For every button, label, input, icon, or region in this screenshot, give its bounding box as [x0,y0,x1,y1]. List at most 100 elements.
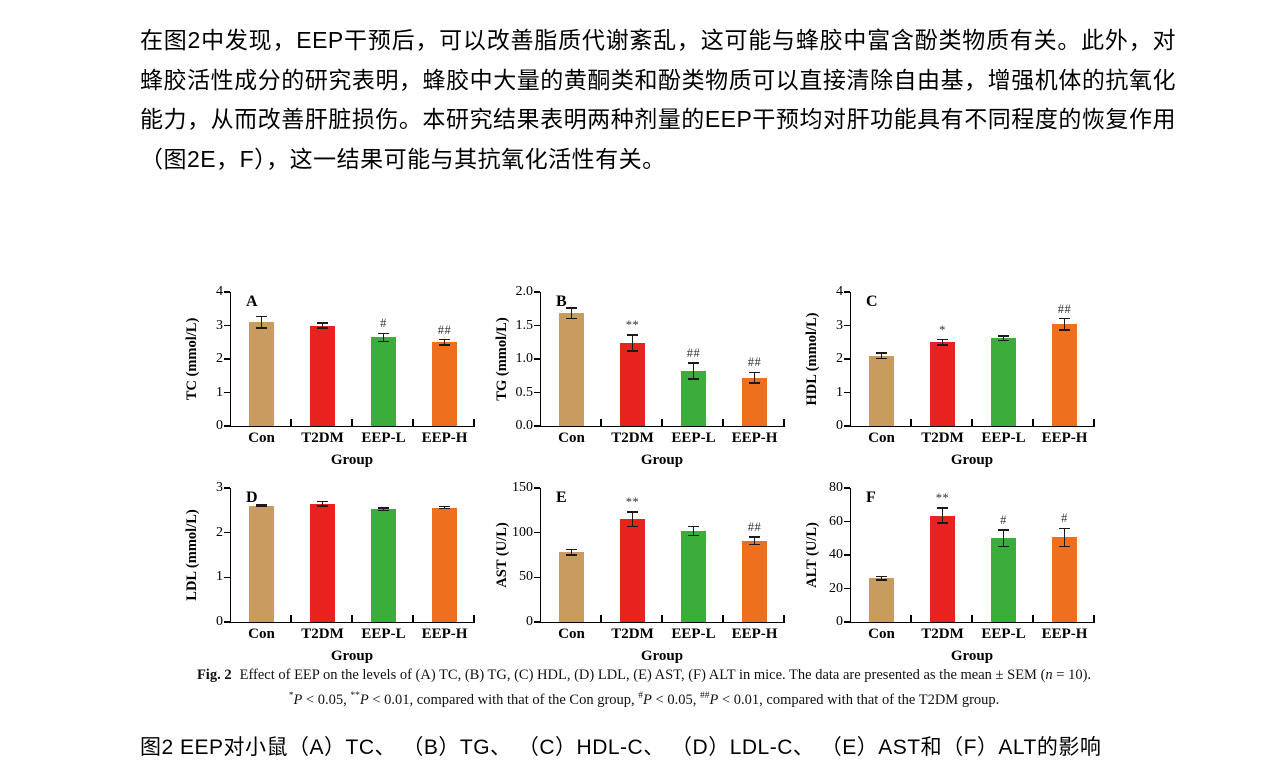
bar-t2dm [930,515,955,622]
y-tick-label: 3 [216,480,223,495]
bar-eep-l [371,337,396,426]
x-category-label: EEP-H [1041,626,1088,642]
error-bar-line [941,508,944,524]
caption-segment: P [293,691,303,708]
x-tick-mark [1093,419,1095,426]
x-tick-mark [290,615,292,622]
x-category-label: EEP-H [731,430,778,446]
panel-letter: A [246,293,258,310]
error-bar-cap-top [627,511,638,513]
significance-marker: ## [686,346,701,361]
y-tick-mark [844,587,850,590]
caption-segment: * [288,691,294,701]
caption-segment: < 0.05, [651,691,700,708]
caption-segment: ** [350,691,360,701]
bar-eep-h [432,342,457,426]
x-tick-mark [971,615,973,622]
error-bar-cap-bottom [749,543,760,545]
error-bar-cap-bottom [439,344,450,346]
x-tick-mark [1093,615,1095,622]
error-bar-line [941,339,944,345]
y-axis-title: LDL (mmol/L) [184,509,200,601]
y-tick-mark [844,487,850,489]
x-tick-mark [351,615,353,622]
x-category-label: T2DM [301,626,344,642]
x-tick-mark [971,419,973,426]
x-tick-mark [722,419,724,426]
error-bar-cap-bottom [1059,329,1070,331]
bar-eep-l [681,371,706,426]
error-bar-line [570,549,573,555]
x-axis-title: Group [330,648,374,664]
y-tick-label: 150 [512,480,533,495]
y-tick-label: 50 [519,569,533,585]
y-tick-label: 1 [216,384,223,400]
significance-marker: # [1000,512,1007,527]
y-tick-label: 0 [836,614,843,629]
bar-con [869,355,894,426]
x-category-label: EEP-L [361,430,406,446]
x-tick-mark [1032,419,1034,426]
y-tick-label: 2 [836,351,843,366]
y-tick-mark [224,425,230,427]
y-tick-label: 0.5 [515,384,534,400]
y-tick-label: 1 [836,384,843,400]
error-bar-cap-bottom [688,378,699,380]
y-tick-mark [534,391,540,394]
y-tick-mark [224,487,230,489]
error-bar-cap-top [317,322,328,324]
figure-caption-line1: Fig. 2 Effect of EEP on the levels of (A)… [100,665,1188,686]
error-bar-cap-bottom [627,350,638,352]
error-bar-cap-top [998,335,1009,337]
bar-con [869,578,894,622]
y-tick-label: 20 [829,580,843,596]
y-axis-title: AST (U/L) [494,522,510,588]
bar-t2dm [310,325,335,426]
plot-area [850,488,1095,623]
error-bar-cap-top [439,506,450,508]
error-bar-cap-bottom [378,510,389,512]
error-bar-cap-bottom [876,357,887,360]
error-bar-cap-bottom [378,340,389,342]
bar-eep-h [432,507,457,622]
x-axis-title: Group [640,648,684,664]
y-tick-mark [224,324,230,327]
y-tick-mark [534,324,540,327]
x-category-label: T2DM [611,430,654,446]
x-category-label: EEP-H [421,430,468,446]
bar-eep-l [371,509,396,622]
significance-marker: ## [747,355,762,370]
y-tick-label: 0 [836,418,843,433]
x-axis-title: Group [330,452,374,468]
x-tick-mark [412,419,414,426]
y-tick-mark [534,425,540,427]
y-tick-mark [534,487,540,489]
y-tick-mark [844,621,850,623]
error-bar-line [443,506,446,509]
error-bar-line [631,334,634,351]
error-bar-line [321,323,324,328]
caption-segment: ## [699,691,710,701]
x-category-label: Con [248,430,275,446]
error-bar-line [260,504,263,507]
y-tick-label: 80 [829,480,843,495]
error-bar-line [260,316,263,328]
x-tick-mark [722,615,724,622]
significance-marker: ## [747,520,762,535]
x-category-label: Con [868,430,895,446]
bar-con [249,505,274,622]
x-tick-mark [473,419,475,426]
x-category-label: Con [558,430,585,446]
error-bar-cap-top [627,334,638,336]
error-bar-cap-top [378,507,389,509]
panel-letter: D [246,489,258,506]
caption-segment: # [638,691,644,701]
error-bar-cap-top [688,362,699,364]
error-bar-cap-top [256,504,267,506]
x-category-label: T2DM [921,430,964,446]
error-bar-line [1002,529,1005,547]
y-tick-mark [844,324,850,327]
y-tick-mark [534,291,540,293]
error-bar-cap-bottom [1059,545,1070,548]
